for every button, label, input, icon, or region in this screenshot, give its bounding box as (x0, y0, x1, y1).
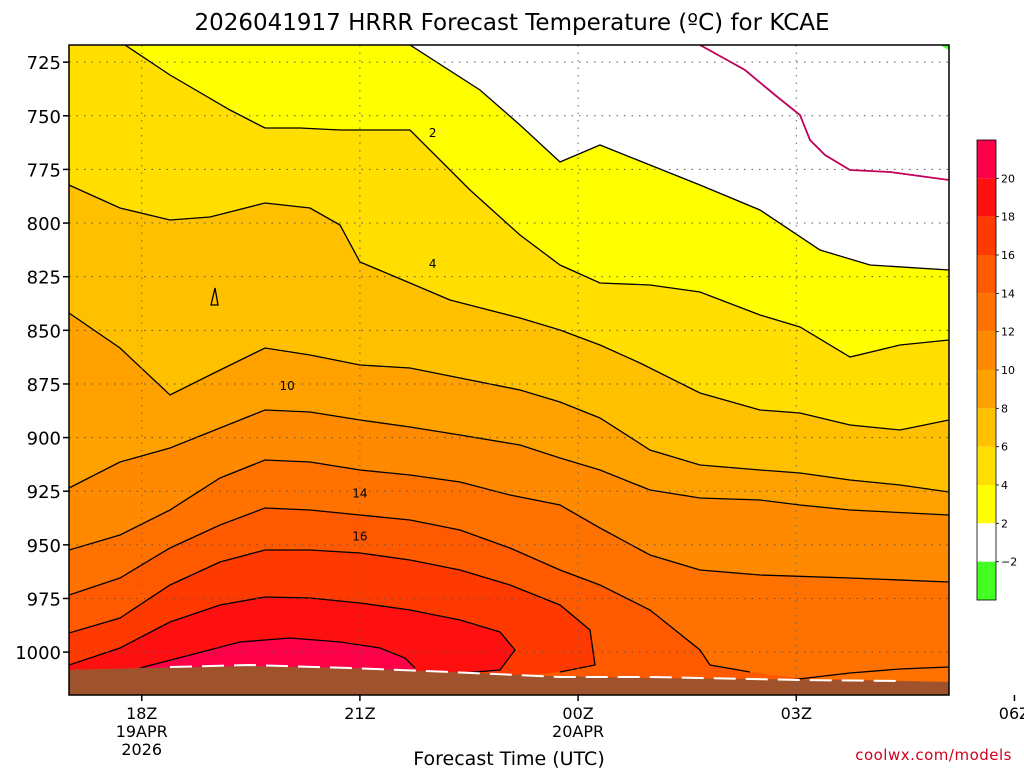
contour-2 (409, 45, 949, 271)
x-tick-label: 03Z (781, 704, 812, 723)
plot-frame (68, 44, 950, 696)
contour-6 (69, 184, 949, 431)
y-tick-label: 925 (27, 482, 61, 503)
colorbar-swatch (977, 523, 996, 562)
colorbar-label: 16 (1001, 249, 1015, 262)
colorbar-label: 18 (1001, 211, 1015, 224)
contour-labels: 2 4 10 14 16 (280, 126, 437, 543)
colorbar-swatch (977, 446, 996, 485)
freezing-line (699, 45, 949, 181)
x-tick-label: 21Z (344, 704, 375, 723)
band-18-20 (69, 597, 515, 674)
colorbar-swatch (977, 255, 996, 294)
y-tick-label: 950 (27, 536, 61, 557)
colorbar-label: 10 (1001, 364, 1015, 377)
x-tick-label: 00Z (562, 704, 593, 723)
colorbar-swatch (977, 370, 996, 409)
sub-zero-patch (940, 45, 949, 50)
contour-label: 16 (352, 529, 367, 543)
y-tick-label: 775 (27, 160, 61, 181)
y-tick-label: 725 (27, 53, 61, 74)
colorbar-swatch (977, 485, 996, 524)
contour-lines (69, 45, 949, 681)
chart-title: 2026041917 HRRR Forecast Temperature (ºC… (194, 10, 829, 36)
y-axis: 725 750 775 800 825 850 875 900 925 950 975 1000 (15, 53, 69, 664)
y-tick-label: 825 (27, 268, 61, 289)
x-tick-sublabel: 2026 (121, 740, 162, 759)
x-tick-label: 06Z (999, 704, 1024, 723)
contour-8 (69, 312, 949, 493)
credit-text[interactable]: coolwx.com/models (855, 746, 1012, 764)
y-tick-label: 800 (27, 214, 61, 235)
colorbar-swatch (977, 561, 996, 600)
colorbar-label: 4 (1001, 479, 1008, 492)
colorbar-swatch (977, 331, 996, 370)
colorbar-swatch (977, 178, 996, 217)
colorbar: 20 18 16 14 12 10 8 6 4 2 −2 (976, 139, 1017, 601)
x-tick-sublabel: 20APR (552, 722, 604, 741)
contour-label: 2 (429, 126, 437, 140)
contour-label: 14 (352, 486, 367, 500)
y-tick-label: 1000 (15, 643, 61, 664)
colorbar-label: 12 (1001, 326, 1015, 339)
x-axis-label: Forecast Time (UTC) (413, 748, 604, 768)
colorbar-label: −2 (1001, 556, 1017, 569)
contour-16 (69, 549, 596, 673)
colorbar-label: 14 (1001, 287, 1015, 300)
y-tick-label: 850 (27, 321, 61, 342)
contour-20 (139, 637, 416, 669)
plot-area (69, 45, 949, 695)
colorbar-label: 8 (1001, 402, 1008, 415)
contour-small-loop (210, 287, 219, 306)
contour-14 (69, 507, 751, 673)
x-axis: 18Z19APR202621Z00Z20APR03Z06Z09Z (116, 695, 1024, 759)
colorbar-label: 6 (1001, 441, 1008, 454)
colorbar-swatch (977, 140, 996, 179)
contour-label: 4 (429, 257, 437, 271)
y-tick-label: 750 (27, 107, 61, 128)
band-gt-20 (140, 638, 415, 672)
colorbar-label: 2 (1001, 517, 1008, 530)
x-tick-sublabel: 19APR (116, 722, 168, 741)
x-tick-label: 18Z (126, 704, 157, 723)
contour-18 (69, 596, 516, 675)
terrain-edge (169, 663, 901, 682)
contour-14b (789, 666, 949, 681)
y-tick-label: 975 (27, 589, 61, 610)
contour-label: 10 (280, 379, 295, 393)
colorbar-swatch (977, 408, 996, 447)
contour-12 (69, 459, 949, 583)
colorbar-swatch (977, 293, 996, 332)
y-tick-label: 900 (27, 429, 61, 450)
y-tick-label: 875 (27, 375, 61, 396)
contour-10 (69, 409, 949, 516)
colorbar-swatch (977, 216, 996, 255)
contour-4 (124, 45, 949, 358)
terrain (69, 666, 949, 695)
colorbar-label: 20 (1001, 172, 1015, 185)
